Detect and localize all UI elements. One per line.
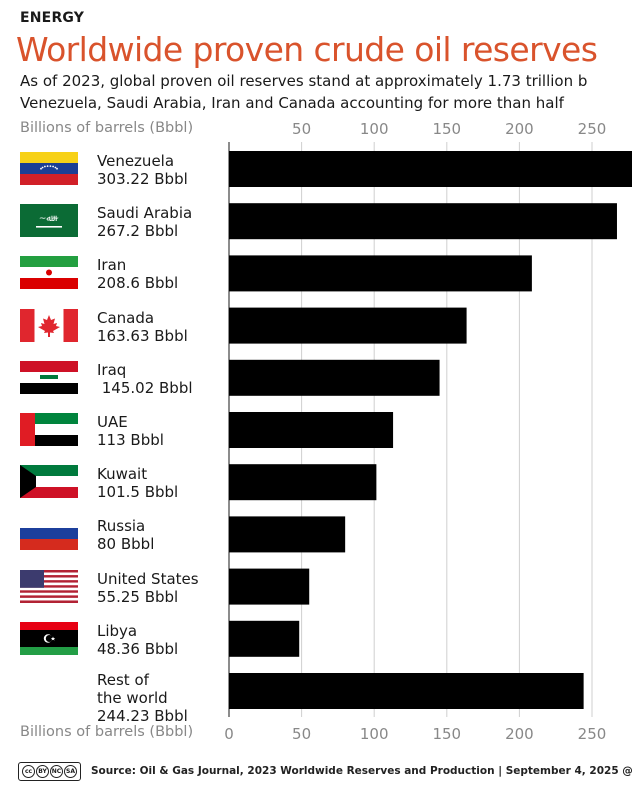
saudi-arabia-flag-icon: ~ﷲ~ (20, 204, 78, 238)
tick-label-bottom: 250 (578, 725, 607, 743)
bar (229, 620, 300, 657)
bar (229, 203, 617, 240)
tick-label-top: 150 (432, 120, 461, 138)
iran-flag-icon (20, 256, 78, 290)
bar (229, 464, 377, 501)
iraq-flag-icon (20, 360, 78, 394)
tick-label-top: 50 (292, 120, 311, 138)
bar-label: UAE 113 Bbbl (97, 413, 164, 449)
bar (229, 151, 632, 187)
bar (229, 673, 584, 709)
venezuela-flag-icon (20, 152, 78, 185)
tick-label-top: 200 (505, 120, 534, 138)
bar-label: Canada 163.63 Bbbl (97, 308, 188, 345)
bar (229, 412, 394, 448)
bar-label: Kuwait 101.5 Bbbl (97, 465, 179, 502)
bar (229, 255, 532, 292)
source-text: Source: Oil & Gas Journal, 2023 Worldwid… (91, 765, 632, 777)
bar-label: Saudi Arabia 267.2 Bbbl (97, 204, 193, 241)
tick-label-top: 250 (578, 120, 607, 138)
tick-label-bottom: 150 (432, 725, 461, 743)
russia-flag-icon (20, 517, 78, 551)
tick-label-bottom: 200 (505, 725, 534, 743)
page-title: Worldwide proven crude oil reserves (16, 30, 598, 69)
bar-label: Iraq 145.02 Bbbl (97, 360, 193, 397)
tick-label-bottom: 50 (292, 725, 311, 743)
tick-label-bottom: 0 (224, 725, 234, 743)
canada-flag-icon (20, 308, 78, 342)
page-subtitle: As of 2023, global proven oil reserves s… (20, 72, 588, 112)
bar-label: Rest of the world 244.23 Bbbl (97, 671, 188, 725)
svg-text:~ﷲ~: ~ﷲ~ (39, 214, 59, 224)
bar-label: United States 55.25 Bbbl (97, 569, 199, 606)
bar (229, 516, 346, 553)
bar-label: Libya 48.36 Bbbl (97, 621, 179, 658)
footer: cc BY NC SA Source: Oil & Gas Journal, 2023… (18, 760, 632, 782)
bar (229, 359, 440, 396)
uae-flag-icon (20, 413, 78, 446)
libya-flag-icon (20, 621, 78, 655)
section-kicker: ENERGY (20, 10, 85, 26)
kuwait-flag-icon (20, 465, 78, 499)
tick-label-top: 100 (360, 120, 389, 138)
x-axis-title-bottom: Billions of barrels (Bbbl) (20, 724, 194, 740)
bar-label: Russia 80 Bbbl (97, 517, 155, 554)
tick-label-bottom: 100 (360, 725, 389, 743)
bar-label: Iran 208.6 Bbbl (97, 256, 179, 293)
bar (229, 307, 467, 344)
bar (229, 568, 310, 605)
x-axis-title-top: Billions of barrels (Bbbl) (20, 120, 194, 136)
bar-label: Venezuela 303.22 Bbbl (97, 152, 188, 188)
united-states-flag-icon (20, 569, 78, 603)
creative-commons-icon: cc BY NC SA (18, 761, 81, 781)
